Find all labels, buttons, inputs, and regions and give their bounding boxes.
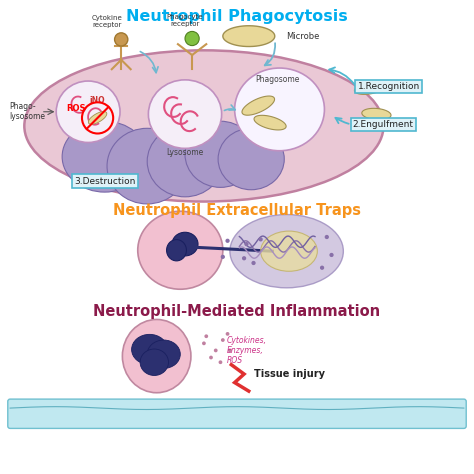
Ellipse shape [261, 231, 318, 271]
FancyBboxPatch shape [8, 399, 466, 428]
Text: 3.Destruction: 3.Destruction [74, 177, 135, 186]
Ellipse shape [235, 68, 324, 151]
Text: Enzymes,: Enzymes, [227, 346, 264, 355]
Text: 1.Recognition: 1.Recognition [357, 82, 420, 91]
Circle shape [325, 235, 329, 239]
Text: ROS: ROS [227, 356, 243, 365]
Text: Cytokines,: Cytokines, [227, 336, 266, 345]
Ellipse shape [166, 239, 186, 261]
Circle shape [221, 255, 225, 259]
Ellipse shape [122, 319, 191, 393]
Circle shape [228, 348, 232, 352]
Text: Neutrophil-Mediated Inflammation: Neutrophil-Mediated Inflammation [93, 304, 381, 319]
Text: Microbe: Microbe [287, 32, 320, 41]
Text: Tissue injury: Tissue injury [254, 369, 325, 379]
Polygon shape [362, 109, 391, 120]
Circle shape [221, 338, 225, 342]
Circle shape [244, 242, 248, 246]
Circle shape [219, 360, 222, 364]
Ellipse shape [185, 121, 256, 187]
Text: Cytokine
receptor: Cytokine receptor [91, 15, 122, 28]
Circle shape [329, 253, 334, 257]
Circle shape [251, 261, 255, 265]
Ellipse shape [172, 232, 198, 256]
Text: Phagosome: Phagosome [255, 75, 300, 84]
Circle shape [209, 356, 213, 359]
Ellipse shape [132, 334, 167, 365]
Circle shape [226, 238, 230, 243]
Ellipse shape [107, 128, 187, 204]
Ellipse shape [148, 80, 222, 148]
Circle shape [214, 348, 218, 352]
Text: iNO: iNO [90, 96, 105, 105]
Text: Phagocyte
receptor: Phagocyte receptor [167, 14, 203, 27]
Circle shape [115, 33, 128, 46]
Text: Neutrophil Phagocytosis: Neutrophil Phagocytosis [126, 9, 348, 24]
Circle shape [226, 332, 229, 336]
Polygon shape [242, 96, 274, 115]
Text: ROS: ROS [66, 104, 86, 113]
Polygon shape [355, 82, 386, 94]
Polygon shape [254, 115, 286, 130]
Polygon shape [88, 111, 107, 124]
Text: Lysosome: Lysosome [166, 148, 204, 157]
Ellipse shape [24, 50, 383, 201]
Ellipse shape [56, 81, 120, 143]
Polygon shape [223, 26, 275, 46]
Circle shape [320, 265, 324, 270]
Circle shape [258, 237, 263, 241]
Ellipse shape [140, 349, 168, 375]
Ellipse shape [147, 126, 223, 197]
Text: Phago-
lysosome: Phago- lysosome [9, 102, 45, 121]
Circle shape [242, 256, 246, 260]
Text: Neutrophil Extracellular Traps: Neutrophil Extracellular Traps [113, 203, 361, 218]
Ellipse shape [147, 340, 180, 368]
Text: 2.Engulfment: 2.Engulfment [353, 120, 414, 129]
Ellipse shape [218, 128, 284, 190]
Circle shape [185, 31, 199, 46]
Ellipse shape [138, 211, 223, 289]
Circle shape [204, 334, 208, 338]
Circle shape [202, 341, 206, 345]
Ellipse shape [230, 215, 343, 288]
Ellipse shape [62, 121, 147, 192]
